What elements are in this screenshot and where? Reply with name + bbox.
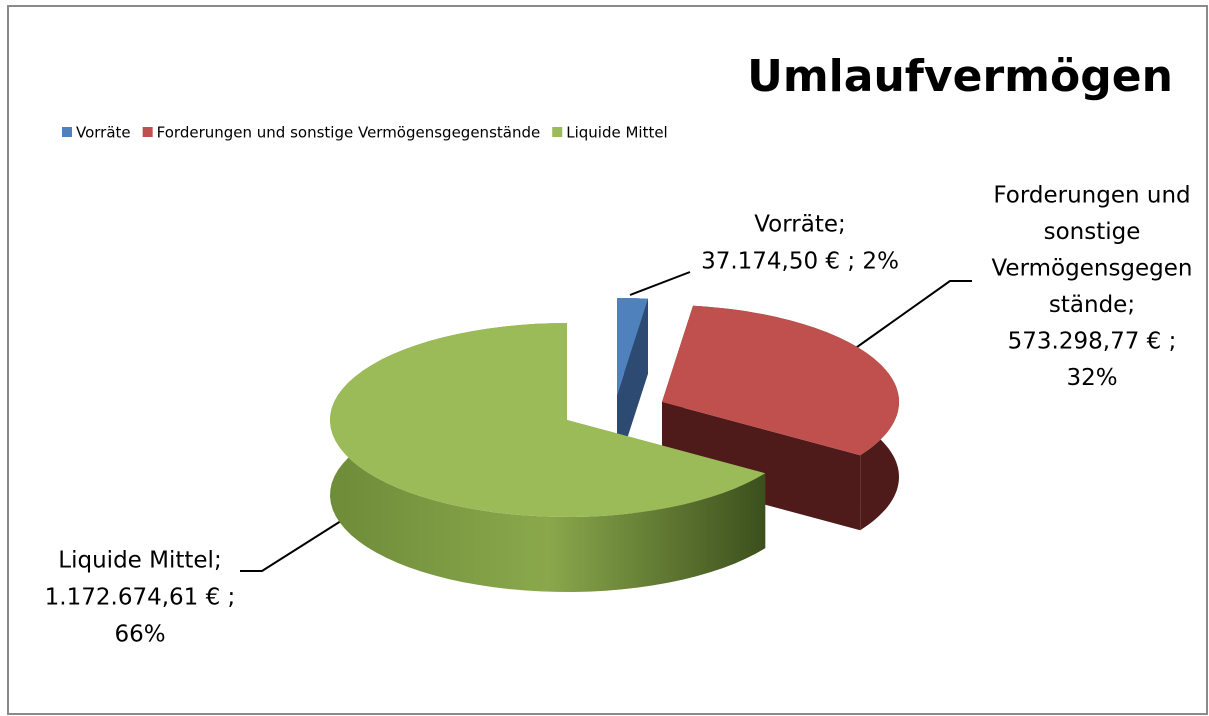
data-label: 573.298,77 € ; <box>1008 329 1177 355</box>
data-label: stände; <box>1049 292 1135 318</box>
slice <box>662 305 899 456</box>
legend-label: Liquide Mittel <box>566 124 668 142</box>
data-label: Vorräte; <box>754 212 846 238</box>
data-label: 1.172.674,61 € ; <box>45 585 236 611</box>
slice-side <box>662 402 861 531</box>
data-label: 32% <box>1066 365 1117 391</box>
data-label: sonstige <box>1044 219 1141 245</box>
legend-swatch <box>62 127 72 137</box>
chart-frame <box>7 5 1208 715</box>
legend-swatch <box>552 127 563 137</box>
leader-line <box>849 280 972 353</box>
data-label: 66% <box>114 622 165 648</box>
data-label: Liquide Mittel; <box>58 548 221 574</box>
data-label: Vermögensgegen <box>991 256 1192 282</box>
legend-label: Forderungen und sonstige Vermögensgegens… <box>157 124 541 142</box>
leader-line <box>629 271 691 296</box>
data-label: Forderungen und <box>993 183 1190 209</box>
chart-title: Umlaufvermögen <box>747 51 1173 102</box>
slice <box>330 323 766 517</box>
data-label: 37.174,50 € ; 2% <box>701 249 899 275</box>
leader-line <box>240 513 353 572</box>
slice <box>617 298 648 395</box>
legend-swatch <box>142 127 153 137</box>
legend-label: Vorräte <box>76 124 131 142</box>
